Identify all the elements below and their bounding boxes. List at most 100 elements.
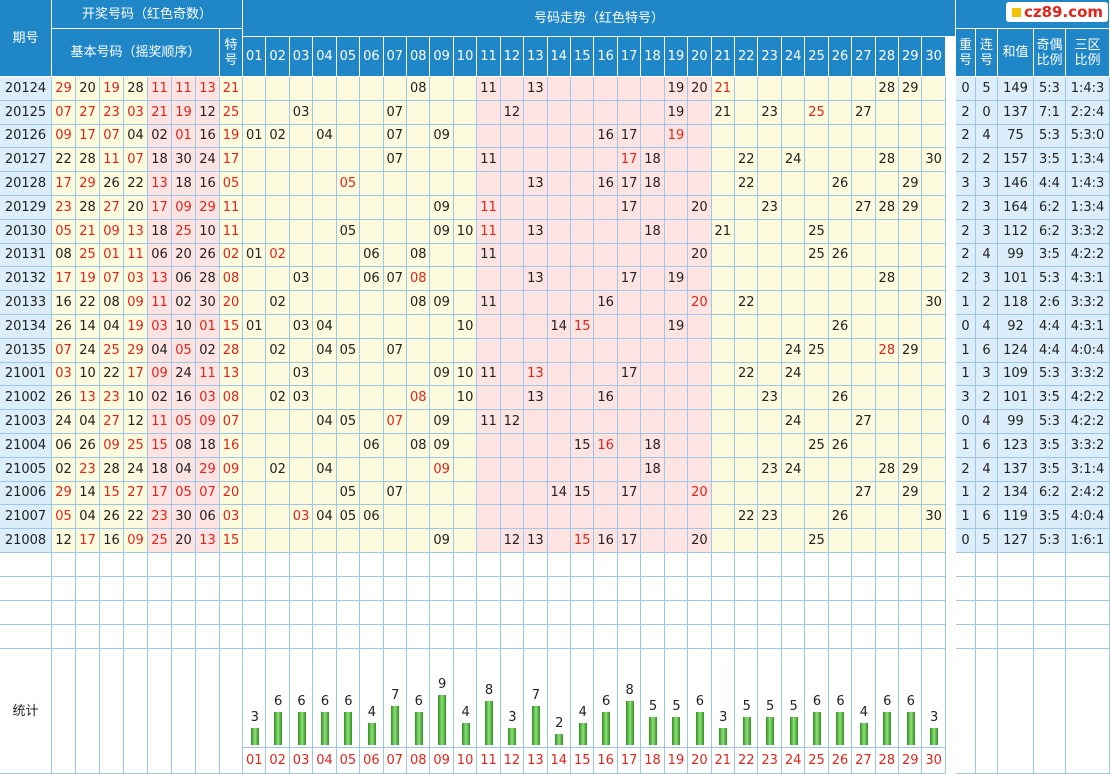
trend-cell [805, 124, 829, 149]
trend-cell: 27 [852, 481, 876, 506]
trend-cell [336, 77, 361, 101]
trend-cell [711, 410, 736, 434]
trend-cell [571, 410, 595, 434]
trend-cell [594, 100, 618, 125]
repeat-cell: 2 [956, 457, 976, 482]
zone-cell: 3:3:2 [1066, 362, 1110, 387]
sum-cell: 101 [998, 267, 1034, 292]
trend-cell: 11 [477, 362, 501, 387]
number-axis-label: 17 [617, 748, 642, 774]
basic-number-cell: 12 [52, 529, 76, 553]
blank-cell [956, 625, 976, 649]
trend-cell [641, 481, 665, 506]
blank-cell [1034, 553, 1066, 577]
blank-cell [360, 625, 384, 649]
trend-cell [617, 386, 642, 411]
blank-cell [477, 577, 501, 601]
trend-cell: 29 [899, 196, 923, 220]
trend-cell: 10 [453, 315, 478, 339]
trend-cell [571, 243, 595, 268]
blank-cell [124, 625, 148, 649]
trend-cell: 17 [617, 196, 642, 220]
basic-number-cell: 18 [148, 457, 172, 482]
trend-cell: 28 [875, 148, 900, 173]
sum-cell: 157 [998, 148, 1034, 173]
trend-cell [664, 172, 689, 196]
special-number-cell: 21 [220, 77, 243, 101]
trend-cell [243, 434, 267, 458]
period-cell: 20126 [0, 124, 52, 149]
basic-number-cell: 25 [100, 338, 124, 363]
blank-cell [220, 625, 243, 649]
trend-cell [383, 77, 407, 101]
trend-cell: 20 [688, 291, 712, 315]
basic-number-cell: 07 [100, 267, 124, 292]
number-axis-label: 12 [500, 748, 525, 774]
basic-number-cell: 05 [172, 338, 196, 363]
blank-cell [1034, 649, 1066, 774]
trend-cell [243, 410, 267, 434]
basic-number-cell: 10 [124, 386, 148, 411]
trend-cell [899, 315, 923, 339]
oe-cell: 6:2 [1034, 196, 1066, 220]
basic-number-cell: 16 [196, 124, 220, 149]
stat-cell [711, 649, 736, 748]
consec-cell: 6 [976, 338, 998, 363]
trend-cell [407, 338, 431, 363]
trend-cell [571, 100, 595, 125]
repeat-header-line: 重 [958, 37, 972, 53]
stat-cell [453, 649, 478, 748]
trend-cell: 09 [430, 219, 454, 244]
basic-numbers-header: 基本号码（摇奖顺序） [52, 29, 220, 77]
trend-cell [266, 434, 290, 458]
trend-cell [500, 196, 525, 220]
stats-label: 统计 [0, 649, 52, 774]
stat-cell [524, 649, 548, 748]
blank-cell [781, 601, 806, 625]
blank-cell [1034, 577, 1066, 601]
trend-cell [875, 219, 900, 244]
basic-number-cell: 17 [148, 481, 172, 506]
trend-cell [852, 148, 876, 173]
site-logo[interactable]: cz89.com [1006, 2, 1108, 22]
trend-cell [500, 505, 525, 530]
trend-cell [688, 315, 712, 339]
trend-cell: 26 [828, 505, 853, 530]
trend-cell: 13 [524, 267, 548, 292]
oe-cell: 2:6 [1034, 291, 1066, 315]
trend-cell: 30 [922, 505, 946, 530]
trend-cell [711, 196, 736, 220]
basic-number-cell: 06 [52, 434, 76, 458]
blank-cell [336, 577, 361, 601]
oe-cell: 5:3 [1034, 267, 1066, 292]
stat-cell [664, 649, 689, 748]
trend-cell [852, 338, 876, 363]
blank-cell [547, 577, 571, 601]
special-number-cell: 05 [220, 172, 243, 196]
trend-cell [735, 196, 759, 220]
trend-cell [688, 148, 712, 173]
zone-cell: 1:4:3 [1066, 172, 1110, 196]
trend-cell [781, 267, 806, 292]
trend-cell: 03 [289, 315, 314, 339]
blank-cell [52, 649, 76, 774]
trend-cell [430, 243, 454, 268]
trend-cell [641, 100, 665, 125]
count-bar [695, 711, 704, 745]
blank-cell [360, 601, 384, 625]
trend-cell [617, 291, 642, 315]
trend-cell [899, 410, 923, 434]
oe-cell: 4:4 [1034, 315, 1066, 339]
trend-cell: 13 [524, 172, 548, 196]
trend-cell [852, 386, 876, 411]
blank-cell [711, 601, 736, 625]
trend-cell: 29 [899, 338, 923, 363]
blank-cell [781, 553, 806, 577]
basic-number-cell: 28 [100, 457, 124, 482]
trend-cell [617, 100, 642, 125]
basic-number-cell: 11 [100, 148, 124, 173]
blank-cell [360, 577, 384, 601]
stat-cell [383, 649, 407, 748]
trend-cell [688, 219, 712, 244]
trend-cell [594, 505, 618, 530]
